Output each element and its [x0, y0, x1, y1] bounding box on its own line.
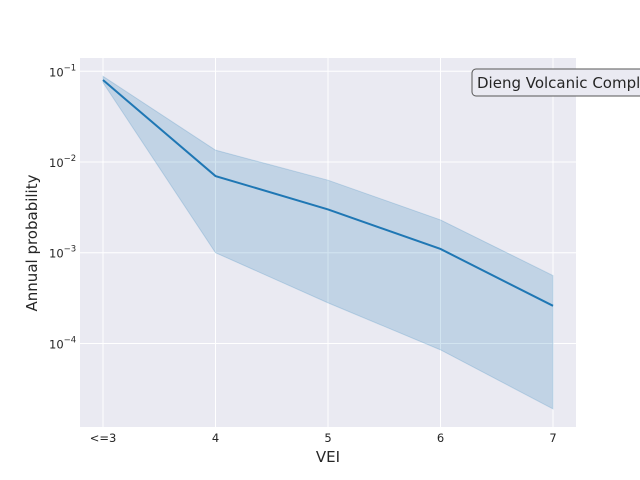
x-tick-label: 4: [212, 431, 219, 445]
y-tick-label: 10−1: [49, 63, 76, 79]
y-tick-label: 10−3: [49, 245, 76, 261]
x-tick-label: 5: [324, 431, 331, 445]
x-tick-label: <=3: [90, 431, 117, 445]
y-tick-label: 10−4: [49, 335, 76, 351]
annotation-box: Dieng Volcanic Complex: [471, 68, 640, 97]
y-tick-label: 10−2: [49, 154, 76, 170]
y-axis-label: Annual probability: [23, 174, 41, 311]
x-tick-label: 6: [437, 431, 444, 445]
series-line: [102, 79, 554, 307]
x-tick-label: 7: [549, 431, 556, 445]
confidence-band: [102, 75, 554, 410]
annotation-text: Dieng Volcanic Complex: [477, 74, 640, 92]
y-tick-labels: 10−1 10−2 10−3 10−4: [49, 63, 76, 351]
x-axis-label: VEI: [316, 448, 340, 466]
annotation-frame: [471, 68, 640, 97]
x-tick-labels: <=3 4 5 6 7: [90, 431, 557, 445]
